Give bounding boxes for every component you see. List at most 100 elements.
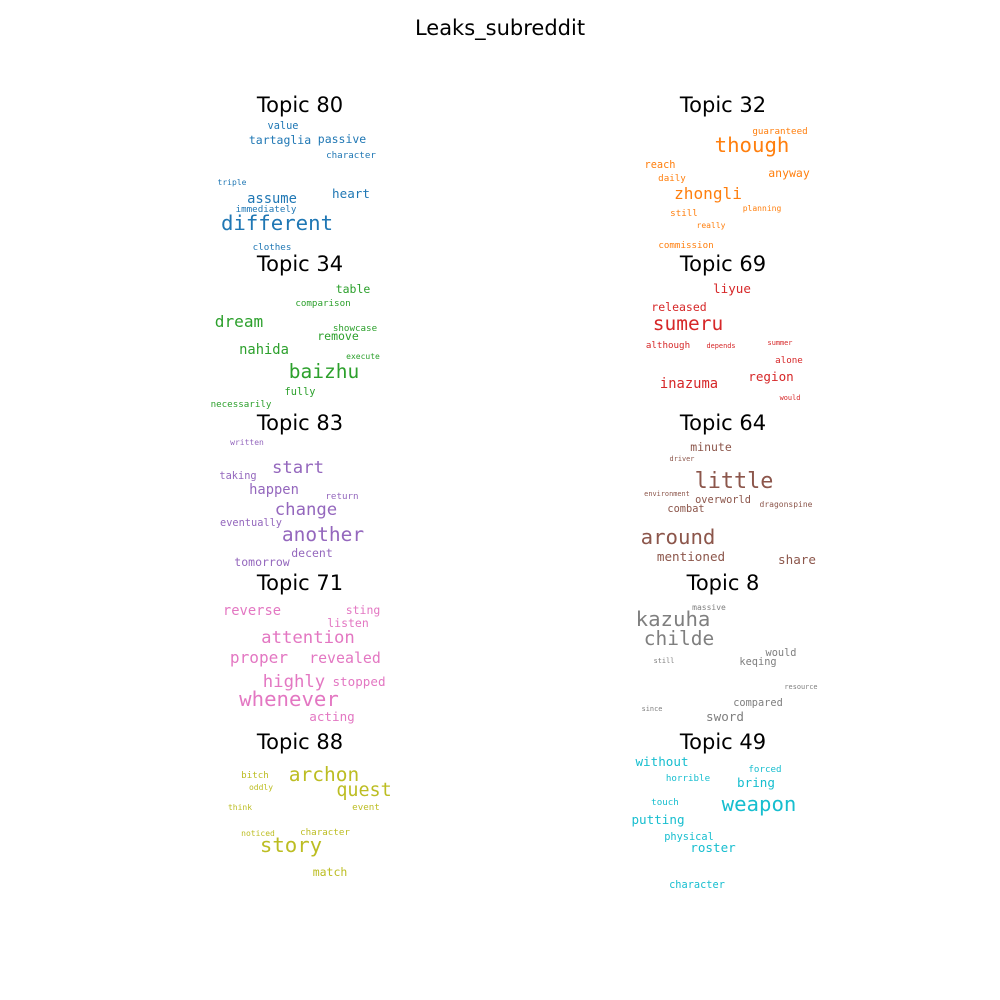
word-label: assume — [247, 191, 297, 207]
word-label: oddly — [249, 783, 273, 792]
topic-title: Topic 88 — [256, 730, 343, 754]
topic-title: Topic 80 — [256, 93, 343, 117]
word-label: combat — [667, 503, 704, 515]
word-label: passive — [318, 132, 367, 146]
word-label: childe — [644, 627, 714, 650]
word-label: guaranteed — [752, 126, 807, 137]
word-label: think — [228, 803, 252, 812]
word-label: still — [654, 657, 675, 665]
word-label: still — [670, 208, 698, 219]
word-label: necessarily — [211, 399, 272, 410]
topic-title: Topic 8 — [686, 571, 760, 595]
word-label: change — [275, 500, 337, 520]
word-label: environment — [644, 490, 690, 498]
word-label: eventually — [220, 517, 282, 529]
topic-panel: Topic 88 bitch archon oddly quest think event n… — [228, 730, 392, 879]
word-label: acting — [309, 709, 355, 724]
word-label: inazuma — [660, 376, 718, 392]
word-label: depends — [706, 342, 735, 350]
word-label: match — [313, 865, 348, 879]
word-label: region — [748, 369, 794, 384]
word-label: though — [715, 133, 790, 157]
word-label: really — [697, 221, 726, 230]
word-label: planning — [743, 204, 782, 213]
word-label: anyway — [768, 166, 810, 180]
word-label: horrible — [666, 773, 710, 784]
word-label: sword — [706, 709, 744, 724]
word-label: fully — [285, 386, 316, 398]
word-label: massive — [692, 603, 726, 612]
word-label: quest — [336, 780, 391, 801]
word-label: return — [325, 491, 358, 502]
word-label: happen — [249, 482, 299, 498]
word-label: summer — [768, 339, 793, 347]
word-label: heart — [332, 186, 370, 201]
word-label: attention — [261, 628, 355, 648]
topic-title: Topic 64 — [679, 411, 766, 435]
word-label: taking — [219, 470, 256, 482]
word-label: revealed — [309, 649, 381, 667]
word-label: different — [221, 211, 333, 235]
word-label: story — [260, 833, 322, 857]
word-label: character — [300, 827, 350, 838]
word-label: reach — [645, 159, 676, 171]
word-label: whenever — [239, 687, 339, 711]
word-label: character — [669, 879, 725, 891]
word-label: around — [641, 525, 716, 549]
topic-panel: Topic 83 written taking start happen returnch… — [219, 411, 364, 569]
chart-title: Leaks_subreddit — [414, 16, 586, 40]
topic-title: Topic 83 — [256, 411, 343, 435]
topic-title: Topic 69 — [679, 252, 766, 276]
word-label: roster — [690, 840, 736, 855]
word-label: event — [352, 802, 380, 813]
word-label: liyue — [713, 281, 751, 296]
word-label: putting — [631, 812, 684, 827]
word-label: character — [326, 150, 376, 161]
word-label: although — [646, 340, 690, 351]
word-label: proper — [230, 648, 288, 667]
word-label: compared — [733, 697, 783, 709]
word-label: clothes — [253, 242, 292, 253]
word-label: stopped — [332, 674, 385, 689]
word-label: another — [282, 523, 364, 546]
topic-panel: Topic 34 table comparison dream showcaseremo… — [211, 252, 380, 410]
word-label: share — [778, 552, 816, 567]
word-label: bitch — [241, 770, 269, 781]
word-label: reverse — [223, 603, 281, 619]
word-label: tartaglia — [249, 133, 311, 147]
word-label: overworld — [695, 494, 751, 506]
word-label: comparison — [295, 298, 350, 309]
word-label: daily — [658, 173, 686, 184]
word-label: showcase — [333, 323, 377, 334]
word-label: baizhu — [289, 360, 359, 383]
word-label: mentioned — [657, 549, 725, 564]
word-label: tomorrow — [234, 555, 289, 569]
word-label: physical — [664, 831, 714, 843]
word-label: value — [268, 120, 299, 132]
word-label: archon — [289, 763, 359, 786]
word-label: resource — [784, 683, 817, 691]
word-label: sting — [346, 603, 381, 617]
word-label: alone — [775, 355, 803, 366]
word-label: minute — [690, 440, 732, 454]
word-label: without — [635, 754, 688, 769]
word-label: triple — [218, 178, 247, 187]
word-label: start — [272, 458, 324, 478]
topic-title: Topic 34 — [256, 252, 343, 276]
word-label: nahida — [239, 342, 289, 358]
word-label: would — [766, 647, 797, 659]
word-label: forced — [748, 764, 781, 775]
word-label: keqing — [739, 656, 776, 668]
topic-panel: Topic 71 reverse stinglistenattentionprope… — [223, 571, 386, 724]
topic-title: Topic 32 — [679, 93, 766, 117]
word-label: table — [336, 282, 371, 296]
word-label: execute — [346, 352, 380, 361]
word-label: touch — [651, 797, 679, 808]
